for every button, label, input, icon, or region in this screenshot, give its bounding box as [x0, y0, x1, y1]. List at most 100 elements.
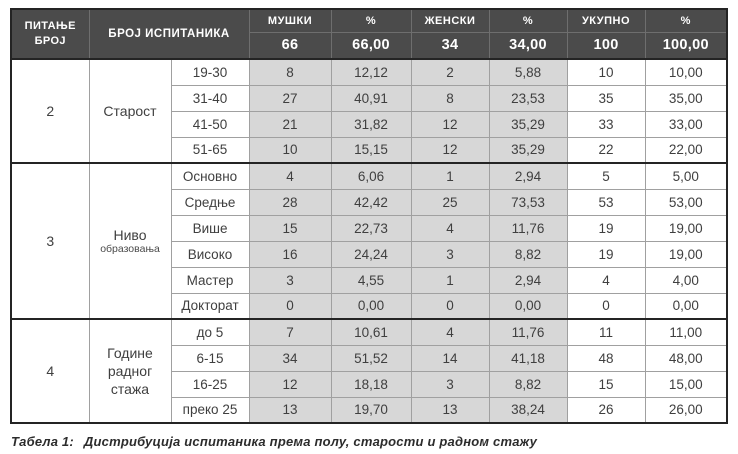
table-row: 2 Старост 19-30 8 12,12 2 5,88 10 10,00 — [10, 58, 728, 164]
female-count-cell: 0 — [410, 292, 490, 320]
total-count-cell: 48 — [566, 344, 646, 372]
female-pct-cell: 2,94 — [488, 266, 568, 294]
total-count-cell: 26 — [566, 396, 646, 424]
table-row: 31-40 27 40,91 8 23,53 35 35,00 — [11, 84, 728, 112]
caption-label: Табела 1: — [11, 434, 74, 449]
male-pct-cell: 22,73 — [330, 214, 412, 242]
category-cell: Ниво образовања — [88, 162, 172, 320]
female-count-cell: 1 — [410, 162, 490, 190]
row-label-cell: 6-15 — [170, 344, 250, 372]
female-pct-cell: 35,29 — [488, 110, 568, 138]
male-count-cell: 0 — [248, 292, 332, 320]
female-total-count: 34 — [410, 31, 490, 60]
total-count-cell: 33 — [566, 110, 646, 138]
row-label-cell: 19-30 — [170, 58, 250, 86]
female-col-header: ЖЕНСКИ — [410, 8, 490, 33]
row-label-cell: 41-50 — [170, 110, 250, 138]
row-label-cell: Високо — [170, 240, 250, 268]
header-row-labels: ПИТАЊЕ БРОЈ БРОЈ ИСПИТАНИКА МУШКИ % ЖЕНС… — [10, 8, 728, 60]
male-count-cell: 4 — [248, 162, 332, 190]
table-caption: Табела 1: Дистрибуција испитаника према п… — [11, 434, 738, 449]
male-pct-cell: 51,52 — [330, 344, 412, 372]
female-count-cell: 3 — [410, 370, 490, 398]
category-main-label: Ниво — [113, 227, 147, 244]
distribution-table: ПИТАЊЕ БРОЈ БРОЈ ИСПИТАНИКА МУШКИ % ЖЕНС… — [10, 8, 729, 424]
male-count-cell: 10 — [248, 136, 332, 164]
female-count-cell: 8 — [410, 84, 490, 112]
row-label-cell: Основно — [170, 162, 250, 190]
total-pct-cell: 33,00 — [644, 110, 728, 138]
row-label-cell: Докторат — [170, 292, 250, 320]
female-count-cell: 4 — [410, 318, 490, 346]
question-number-cell: 3 — [10, 162, 90, 320]
male-count-cell: 16 — [248, 240, 332, 268]
male-count-cell: 21 — [248, 110, 332, 138]
female-pct-cell: 5,88 — [488, 58, 568, 86]
grand-total-count: 100 — [566, 31, 646, 60]
female-count-cell: 12 — [410, 110, 490, 138]
male-count-cell: 15 — [248, 214, 332, 242]
female-pct-cell: 11,76 — [488, 214, 568, 242]
table-row: Мастер 3 4,55 1 2,94 4 4,00 — [11, 266, 728, 294]
male-count-cell: 34 — [248, 344, 332, 372]
female-pct-cell: 0,00 — [488, 292, 568, 320]
table-row: Средње 28 42,42 25 73,53 53 53,00 — [11, 188, 728, 216]
total-col-header: УКУПНО — [566, 8, 646, 33]
header-row-values: 66 66,00 34 34,00 100 100,00 — [11, 31, 728, 60]
table-row: 4 Године радног стажа до 5 7 10,61 4 11,… — [10, 318, 728, 424]
male-pct-cell: 19,70 — [330, 396, 412, 424]
male-pct-cell: 24,24 — [330, 240, 412, 268]
question-number-cell: 2 — [10, 58, 90, 164]
total-count-cell: 0 — [566, 292, 646, 320]
row-label-cell: 51-65 — [170, 136, 250, 164]
male-total-pct: 66,00 — [330, 31, 412, 60]
male-pct-cell: 6,06 — [330, 162, 412, 190]
total-count-cell: 4 — [566, 266, 646, 294]
female-count-cell: 12 — [410, 136, 490, 164]
male-count-cell: 28 — [248, 188, 332, 216]
total-pct-cell: 10,00 — [644, 58, 728, 86]
row-label-cell: преко 25 — [170, 396, 250, 424]
table-row: 16-25 12 18,18 3 8,82 15 15,00 — [11, 370, 728, 398]
row-label-cell: Мастер — [170, 266, 250, 294]
female-pct-cell: 41,18 — [488, 344, 568, 372]
total-pct-cell: 26,00 — [644, 396, 728, 424]
row-label-cell: 31-40 — [170, 84, 250, 112]
total-count-cell: 22 — [566, 136, 646, 164]
total-count-cell: 11 — [566, 318, 646, 346]
row-label-cell: 16-25 — [170, 370, 250, 398]
female-pct-cell: 35,29 — [488, 136, 568, 164]
female-count-cell: 2 — [410, 58, 490, 86]
table-row: Докторат 0 0,00 0 0,00 0 0,00 — [11, 292, 728, 320]
total-pct-cell: 15,00 — [644, 370, 728, 398]
category-cell: Старост — [88, 58, 172, 164]
male-pct-cell: 42,42 — [330, 188, 412, 216]
male-count-cell: 27 — [248, 84, 332, 112]
female-pct-cell: 23,53 — [488, 84, 568, 112]
total-pct-cell: 19,00 — [644, 214, 728, 242]
male-pct-cell: 15,15 — [330, 136, 412, 164]
male-count-cell: 12 — [248, 370, 332, 398]
caption-text: Дистрибуција испитаника према полу, стар… — [83, 434, 538, 449]
total-pct-cell: 22,00 — [644, 136, 728, 164]
male-count-cell: 7 — [248, 318, 332, 346]
male-count-cell: 8 — [248, 58, 332, 86]
category-cell: Године радног стажа — [88, 318, 172, 424]
total-count-cell: 19 — [566, 214, 646, 242]
female-pct-cell: 11,76 — [488, 318, 568, 346]
male-pct-cell: 18,18 — [330, 370, 412, 398]
male-count-cell: 13 — [248, 396, 332, 424]
female-pct-cell: 8,82 — [488, 370, 568, 398]
female-pct-cell: 2,94 — [488, 162, 568, 190]
female-pct-cell: 8,82 — [488, 240, 568, 268]
table-row: 51-65 10 15,15 12 35,29 22 22,00 — [11, 136, 728, 164]
male-count-cell: 3 — [248, 266, 332, 294]
female-total-pct: 34,00 — [488, 31, 568, 60]
total-count-cell: 5 — [566, 162, 646, 190]
female-pct-col-header: % — [488, 8, 568, 33]
table-row: 3 Ниво образовања Основно 4 6,06 1 2,94 … — [10, 162, 728, 320]
female-pct-cell: 38,24 — [488, 396, 568, 424]
male-pct-cell: 31,82 — [330, 110, 412, 138]
grand-total-pct: 100,00 — [644, 31, 728, 60]
